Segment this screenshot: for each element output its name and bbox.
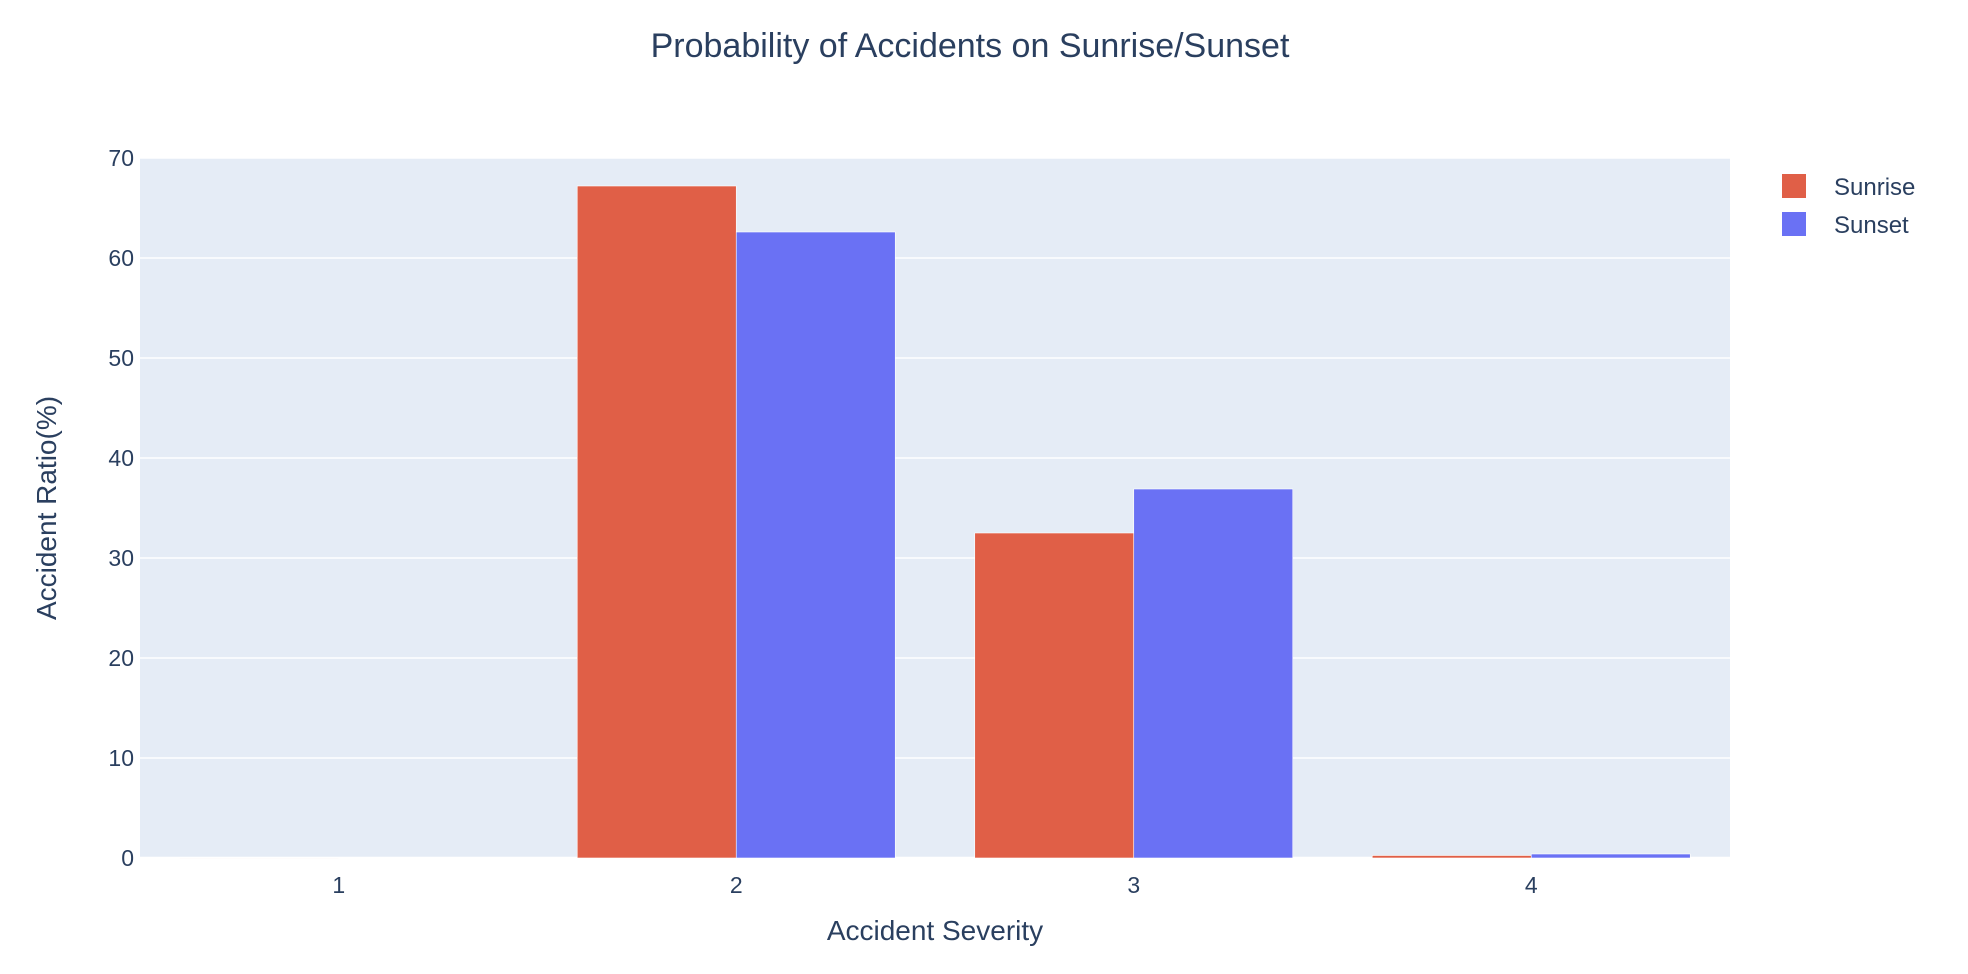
y-tick-label: 60	[108, 245, 134, 271]
legend-swatch-sunrise	[1782, 174, 1806, 198]
x-tick-label: 3	[1127, 872, 1140, 898]
plot-area	[140, 158, 1730, 858]
legend-label-sunset: Sunset	[1834, 212, 1909, 239]
y-tick-label: 50	[108, 345, 134, 371]
chart-title: Probability of Accidents on Sunrise/Suns…	[651, 27, 1290, 65]
bar-sunrise-4	[1371, 855, 1532, 859]
legend-swatch-sunset	[1782, 212, 1806, 236]
bar-sunrise-2	[576, 185, 737, 859]
legend: Sunrise Sunset	[1782, 174, 1915, 239]
x-tick-label: 4	[1525, 872, 1538, 898]
y-axis-ticks: 0 10 20 30 40 50 60 70	[108, 145, 134, 871]
y-tick-label: 40	[108, 445, 134, 471]
x-axis-title: Accident Severity	[827, 915, 1043, 946]
x-axis-ticks: 1 2 3 4	[332, 872, 1538, 898]
y-tick-label: 20	[108, 645, 134, 671]
y-tick-label: 30	[108, 545, 134, 571]
y-tick-label: 70	[108, 145, 134, 171]
y-axis-title: Accident Ratio(%)	[31, 396, 62, 620]
x-tick-label: 1	[332, 872, 345, 898]
x-tick-label: 2	[730, 872, 743, 898]
y-tick-label: 0	[121, 845, 134, 871]
bar-sunrise-1	[179, 857, 340, 859]
bar-sunset-4	[1530, 853, 1691, 859]
y-tick-label: 10	[108, 745, 134, 771]
bar-sunrise-3	[974, 532, 1135, 859]
bar-sunset-2	[735, 231, 896, 859]
bars	[179, 185, 1691, 859]
gridlines	[140, 157, 1730, 860]
bar-sunset-1	[338, 857, 499, 859]
bar-sunset-3	[1133, 488, 1294, 859]
legend-label-sunrise: Sunrise	[1834, 174, 1915, 201]
